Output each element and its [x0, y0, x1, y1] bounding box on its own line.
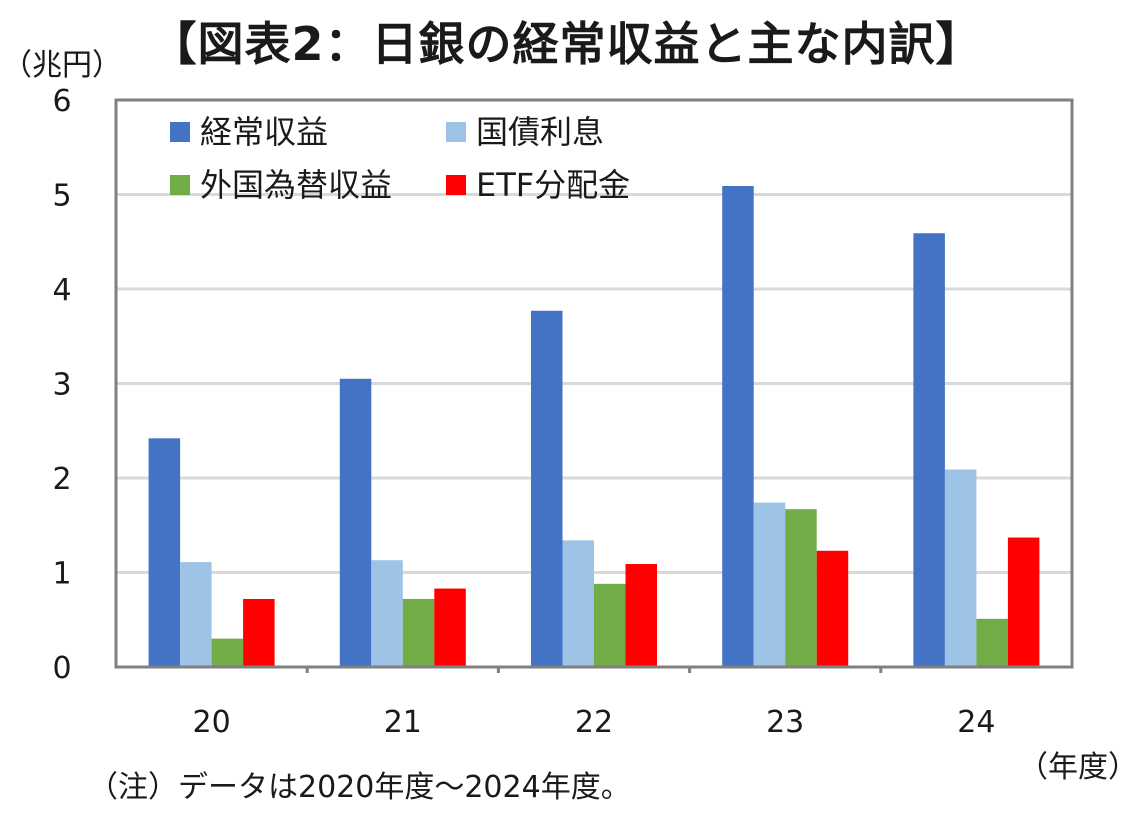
x-tick-label: 22 [575, 705, 613, 740]
y-tick-label: 2 [52, 462, 71, 497]
chart-note: （注）データは2020年度～2024年度。 [88, 770, 631, 805]
bar [402, 598, 435, 667]
chart-title: 【図表2：日銀の経常収益と主な内訳】 [150, 17, 983, 71]
bar [434, 588, 466, 667]
bar [180, 562, 212, 667]
y-tick-label: 3 [52, 368, 71, 403]
bar [785, 509, 817, 667]
legend-swatch [170, 122, 190, 142]
y-tick-label: 0 [52, 651, 71, 686]
x-tick-label: 20 [193, 705, 231, 740]
y-tick-label: 5 [52, 179, 71, 214]
x-tick-label: 24 [957, 705, 995, 740]
bar [339, 378, 372, 667]
bar [211, 638, 244, 667]
bar [913, 233, 945, 667]
bar [531, 310, 563, 667]
bar [722, 185, 754, 667]
bars [148, 185, 1040, 667]
legend-entry: ETF分配金 [476, 166, 630, 204]
bar [944, 469, 977, 667]
plot-frame [114, 98, 1074, 669]
legend-entry: 経常収益 [200, 113, 328, 151]
bar [1007, 537, 1040, 667]
legend-entry: 国債利息 [476, 113, 604, 151]
y-tick-label: 4 [52, 273, 71, 308]
bar [371, 560, 403, 667]
bar [816, 550, 849, 667]
y-tick-label: 6 [52, 84, 71, 119]
bar [243, 598, 275, 667]
legend-swatch [446, 175, 466, 195]
bar [976, 618, 1008, 667]
legend-entry: 外国為替収益 [200, 166, 392, 204]
bar [625, 563, 657, 667]
y-axis-unit-label: （兆円） [2, 48, 122, 83]
bar [594, 583, 626, 667]
bar [148, 438, 181, 667]
bar [562, 540, 594, 667]
x-tick-label: 23 [766, 705, 804, 740]
legend-swatch [170, 175, 190, 195]
x-tick-label: 21 [384, 705, 422, 740]
legend-swatch [446, 122, 466, 142]
bar [753, 502, 786, 667]
y-tick-label: 1 [52, 557, 71, 592]
x-axis-unit-label: （年度） [1018, 750, 1133, 785]
